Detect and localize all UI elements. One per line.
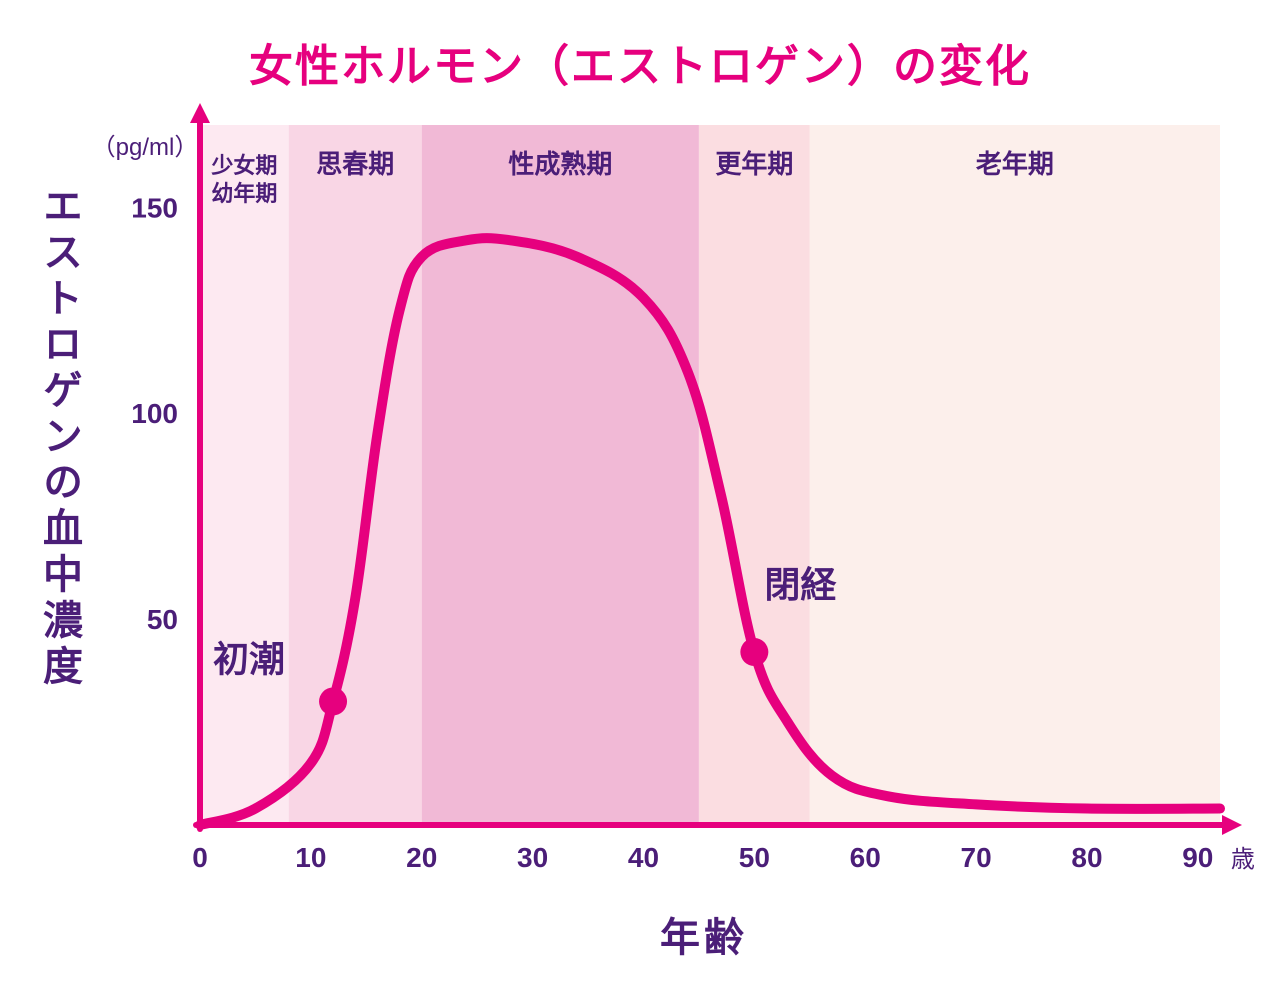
y-tick-label: 150 [131, 192, 178, 223]
marker-label: 初潮 [213, 638, 285, 679]
life-stage-label: 老年期 [976, 149, 1054, 179]
y-tick-label: 50 [147, 604, 178, 635]
x-tick-label: 0 [192, 842, 208, 873]
y-axis-arrow [190, 103, 210, 123]
life-stage-band [289, 125, 422, 825]
x-tick-label: 10 [295, 842, 326, 873]
x-tick-label: 50 [739, 842, 770, 873]
x-tick-label: 90 [1182, 842, 1213, 873]
life-stage-band [422, 125, 699, 825]
x-tick-label: 80 [1071, 842, 1102, 873]
x-tick-label: 60 [850, 842, 881, 873]
chart-svg: 少女期幼年期 思春期 性成熟期 更年期 老年期 （pg/ml） 50 100 150 0 10 20 3… [0, 0, 1280, 995]
life-stage-label: 性成熟期 [508, 149, 612, 179]
life-stage-label: 更年期 [715, 149, 793, 179]
x-tick-label: 20 [406, 842, 437, 873]
x-tick-label: 30 [517, 842, 548, 873]
life-stage-label: 思春期 [316, 149, 394, 179]
chart-container: 女性ホルモン（エストロゲン）の変化 エストロゲンの血中濃度 年齢 少女期幼年期思… [0, 0, 1280, 995]
x-unit-label: 歳 [1231, 846, 1255, 873]
marker-point [740, 638, 768, 666]
x-tick-label: 70 [961, 842, 992, 873]
y-tick-label: 100 [131, 398, 178, 429]
x-axis-arrow [1222, 815, 1242, 835]
marker-point [319, 687, 347, 715]
life-stage-label: 幼年期 [211, 181, 277, 206]
y-unit-label: （pg/ml） [92, 134, 199, 161]
life-stage-band [200, 125, 289, 825]
life-stage-band [810, 125, 1220, 825]
marker-label: 閉経 [764, 564, 837, 605]
life-stage-label: 少女期 [210, 153, 277, 178]
x-tick-label: 40 [628, 842, 659, 873]
